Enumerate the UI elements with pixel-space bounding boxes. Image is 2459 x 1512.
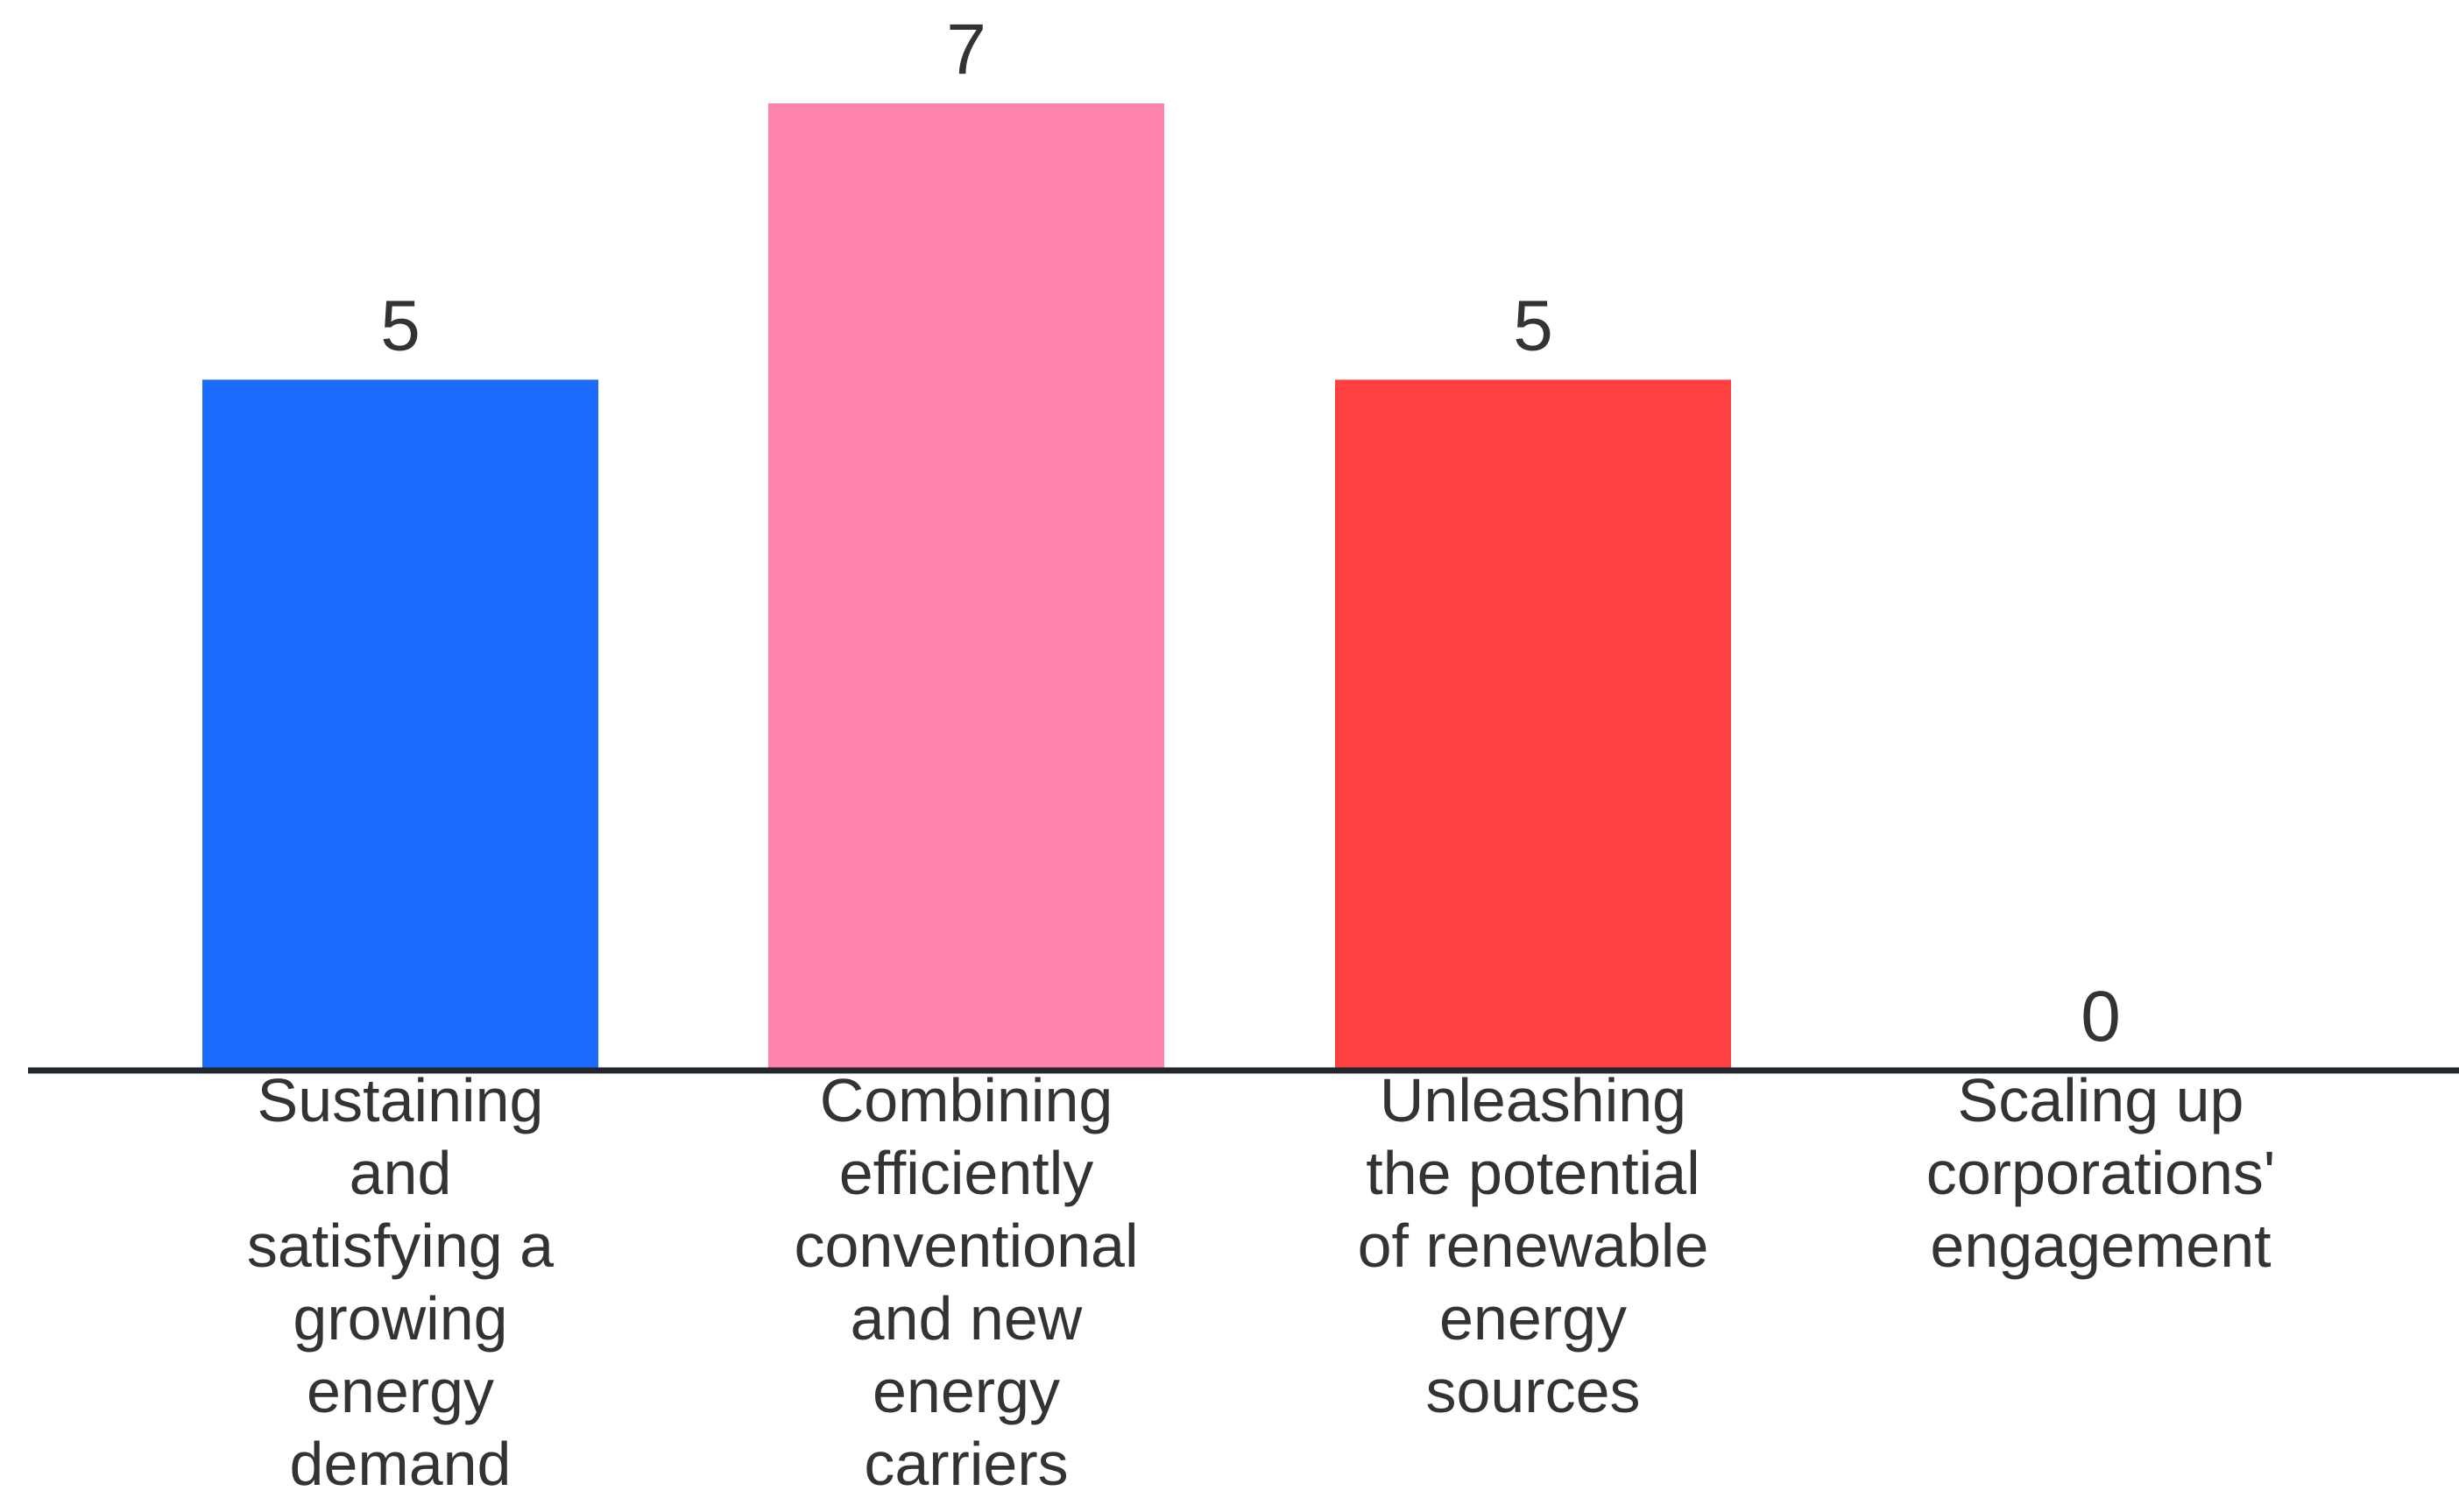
category-tick-label: engagement xyxy=(1930,1212,2271,1280)
bar xyxy=(1335,379,1731,1070)
category-tick-label: carriers xyxy=(864,1430,1068,1498)
data-label: 5 xyxy=(380,286,420,365)
category-tick-label: growing xyxy=(293,1284,507,1353)
data-label: 7 xyxy=(946,10,986,89)
bar xyxy=(768,103,1164,1070)
category-tick-label: and new xyxy=(851,1284,1083,1353)
value-labels-group: 5 7 5 0 xyxy=(380,10,2121,1056)
category-tick-label: Unleashing xyxy=(1380,1066,1686,1134)
category-tick-label: Sustaining xyxy=(258,1066,544,1134)
data-label: 0 xyxy=(2081,977,2121,1056)
category-tick-label: corporations' xyxy=(1926,1139,2276,1207)
bar xyxy=(202,379,598,1070)
category-tick-label: Scaling up xyxy=(1958,1066,2244,1134)
category-tick-label: conventional xyxy=(794,1212,1138,1280)
category-tick-label: efficiently xyxy=(839,1139,1094,1207)
category-tick-label: of renewable xyxy=(1358,1212,1709,1280)
category-tick-label: energy xyxy=(307,1357,494,1425)
category-tick-label: and xyxy=(350,1139,452,1207)
category-tick-label: the potential xyxy=(1366,1139,1699,1207)
category-tick-label: satisfying a xyxy=(247,1212,554,1280)
category-tick-label: energy xyxy=(1439,1284,1627,1353)
category-tick-label: energy xyxy=(873,1357,1060,1425)
category-tick-label: demand xyxy=(290,1430,512,1498)
data-label: 5 xyxy=(1513,286,1553,365)
category-tick-label: Combining xyxy=(820,1066,1113,1134)
category-tick-label: sources xyxy=(1425,1357,1640,1425)
bars-group xyxy=(202,103,1731,1070)
